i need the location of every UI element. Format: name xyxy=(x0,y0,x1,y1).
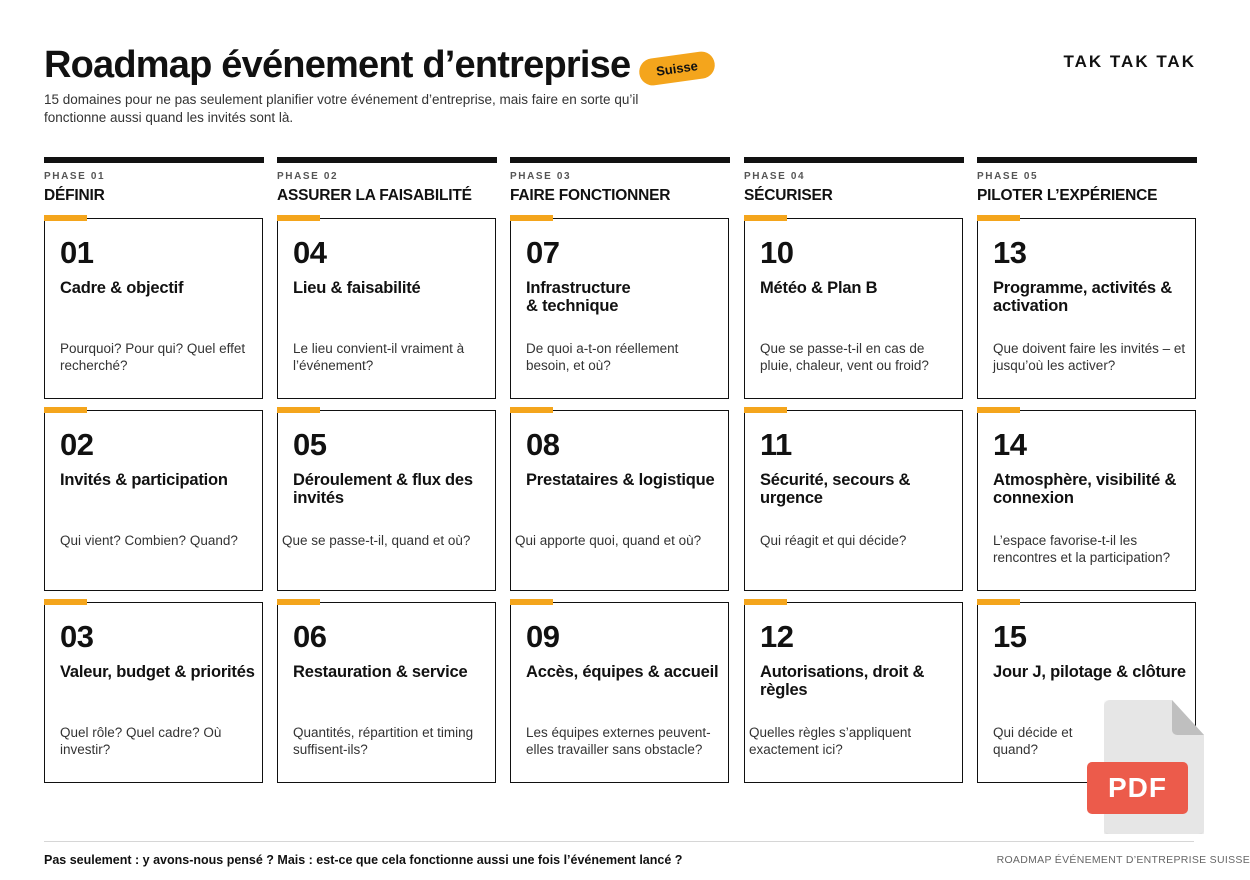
card-title: Autorisations, droit & règles xyxy=(760,663,925,699)
card-question: Quel rôle? Quel cadre? Où investir? xyxy=(60,725,222,757)
card-number: 07 xyxy=(526,235,560,270)
card-accent xyxy=(276,599,320,605)
card-accent xyxy=(743,599,787,605)
card-question: De quoi a-t-on réellement besoin, et où? xyxy=(526,341,679,373)
card-title: Météo & Plan B xyxy=(760,279,878,297)
card-title: Infrastructure & technique xyxy=(526,279,631,315)
phase-header-2: PHASE 02 ASSURER LA FAISABILITÉ xyxy=(277,157,497,207)
card-question: Que se passe-t-il en cas de pluie, chale… xyxy=(760,341,929,373)
phase-name: SÉCURISER xyxy=(744,187,833,204)
card-title: Cadre & objectif xyxy=(60,279,184,297)
card-number: 01 xyxy=(60,235,94,270)
card-title: Déroulement & flux des invités xyxy=(293,471,473,507)
card-number: 13 xyxy=(993,235,1027,270)
card-question: Qui décide et quand? xyxy=(993,725,1073,757)
card-number: 15 xyxy=(993,619,1027,654)
card-title: Jour J, pilotage & clôture xyxy=(993,663,1186,681)
domain-card-05[interactable]: 05 Déroulement & flux des invités Que se… xyxy=(276,407,496,591)
card-question: Quelles règles s’appliquent exactement i… xyxy=(749,725,912,757)
card-accent xyxy=(743,407,787,413)
card-number: 11 xyxy=(760,427,792,462)
card-accent xyxy=(509,599,553,605)
card-number: 08 xyxy=(526,427,560,462)
card-number: 04 xyxy=(293,235,327,270)
card-question: Que se passe-t-il, quand et où? xyxy=(282,533,471,548)
phase-header-3: PHASE 03 FAIRE FONCTIONNER xyxy=(510,157,730,207)
domain-card-04[interactable]: 04 Lieu & faisabilité Le lieu convient-i… xyxy=(276,215,496,399)
card-title: Valeur, budget & priorités xyxy=(60,663,255,681)
card-accent xyxy=(976,215,1020,221)
phase-number: PHASE 04 xyxy=(744,171,806,182)
card-title: Sécurité, secours & urgence xyxy=(760,471,911,507)
card-accent xyxy=(976,407,1020,413)
card-question: Pourquoi? Pour qui? Quel effet recherché… xyxy=(60,341,246,373)
page-subtitle: 15 domaines pour ne pas seulement planif… xyxy=(44,92,639,125)
card-accent xyxy=(509,407,553,413)
card-number: 06 xyxy=(293,619,327,654)
card-question: Les équipes externes peuvent-elles trava… xyxy=(526,725,711,757)
card-title: Prestataires & logistique xyxy=(526,471,715,489)
card-accent xyxy=(43,599,87,605)
phase-number: PHASE 02 xyxy=(277,171,339,182)
domain-card-03[interactable]: 03 Valeur, budget & priorités Quel rôle?… xyxy=(43,599,263,783)
card-number: 10 xyxy=(760,235,794,270)
pdf-label: PDF xyxy=(1087,762,1188,814)
domain-card-06[interactable]: 06 Restauration & service Quantités, rép… xyxy=(276,599,496,783)
domain-card-11[interactable]: 11 Sécurité, secours & urgence Qui réagi… xyxy=(743,407,963,591)
phase-header-5: PHASE 05 PILOTER L’EXPÉRIENCE xyxy=(977,157,1197,207)
card-title: Lieu & faisabilité xyxy=(293,279,421,297)
domain-card-09[interactable]: 09 Accès, équipes & accueil Les équipes … xyxy=(509,599,729,783)
card-accent xyxy=(276,407,320,413)
card-question: Quantités, répartition et timing suffise… xyxy=(293,725,474,757)
card-question: Qui apporte quoi, quand et où? xyxy=(515,533,702,548)
card-number: 12 xyxy=(760,619,794,654)
card-accent xyxy=(43,407,87,413)
domain-card-07[interactable]: 07 Infrastructure & technique De quoi a-… xyxy=(509,215,729,399)
card-title: Accès, équipes & accueil xyxy=(526,663,719,681)
card-number: 09 xyxy=(526,619,560,654)
domain-card-02[interactable]: 02 Invités & participation Qui vient? Co… xyxy=(43,407,263,591)
card-title: Restauration & service xyxy=(293,663,468,681)
domain-card-08[interactable]: 08 Prestataires & logistique Qui apporte… xyxy=(509,407,729,591)
phase-number: PHASE 05 xyxy=(977,171,1039,182)
card-question: Que doivent faire les invités – et jusqu… xyxy=(993,341,1186,373)
phase-number: PHASE 03 xyxy=(510,171,572,182)
footer-divider xyxy=(44,841,1194,842)
phase-name: ASSURER LA FAISABILITÉ xyxy=(277,187,472,204)
domain-card-13[interactable]: 13 Programme, activités & activation Que… xyxy=(976,215,1196,399)
footer-document-name: ROADMAP ÉVÉNEMENT D’ENTREPRISE SUISSE xyxy=(996,854,1250,866)
card-number: 03 xyxy=(60,619,94,654)
pdf-download-icon[interactable]: PDF xyxy=(1087,700,1207,836)
phase-number: PHASE 01 xyxy=(44,171,106,182)
card-number: 14 xyxy=(993,427,1027,462)
phase-header-4: PHASE 04 SÉCURISER xyxy=(744,157,964,207)
card-accent xyxy=(509,215,553,221)
domain-card-14[interactable]: 14 Atmosphère, visibilité & connexion L’… xyxy=(976,407,1196,591)
domain-card-10[interactable]: 10 Météo & Plan B Que se passe-t-il en c… xyxy=(743,215,963,399)
card-accent xyxy=(43,215,87,221)
card-question: L’espace favorise-t-il les rencontres et… xyxy=(993,533,1171,565)
card-accent xyxy=(276,215,320,221)
card-question: Qui réagit et qui décide? xyxy=(760,533,907,548)
card-title: Programme, activités & activation xyxy=(993,279,1173,315)
phase-name: PILOTER L’EXPÉRIENCE xyxy=(977,187,1158,204)
phase-header-1: PHASE 01 DÉFINIR xyxy=(44,157,264,207)
card-accent xyxy=(743,215,787,221)
page-title: Roadmap événement d’entreprise xyxy=(44,44,631,86)
card-number: 02 xyxy=(60,427,94,462)
card-title: Invités & participation xyxy=(60,471,228,489)
country-badge: Suisse xyxy=(637,49,717,88)
domain-card-12[interactable]: 12 Autorisations, droit & règles Quelles… xyxy=(743,599,963,783)
phase-name: DÉFINIR xyxy=(44,187,105,204)
brand-logo: TAK TAK TAK xyxy=(1063,52,1196,71)
card-title: Atmosphère, visibilité & connexion xyxy=(993,471,1177,507)
domain-card-01[interactable]: 01 Cadre & objectif Pourquoi? Pour qui? … xyxy=(43,215,263,399)
card-question: Le lieu convient-il vraiment à l’événeme… xyxy=(293,341,465,373)
phase-name: FAIRE FONCTIONNER xyxy=(510,187,671,204)
card-number: 05 xyxy=(293,427,327,462)
card-question: Qui vient? Combien? Quand? xyxy=(60,533,238,548)
domain-card-15[interactable]: 15 Jour J, pilotage & clôture Qui décide… xyxy=(976,599,1196,783)
card-accent xyxy=(976,599,1020,605)
footer-tagline: Pas seulement : y avons-nous pensé ? Mai… xyxy=(44,853,683,867)
